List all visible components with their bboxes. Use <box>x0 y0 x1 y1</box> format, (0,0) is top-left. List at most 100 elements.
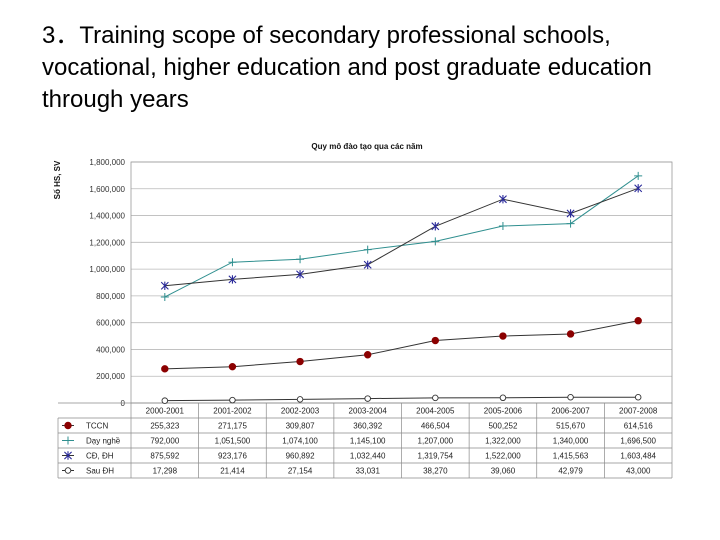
y-tick-label: 800,000 <box>96 292 125 301</box>
data-point <box>64 436 72 445</box>
data-point <box>296 270 305 279</box>
table-cell: 1,145,100 <box>350 437 386 446</box>
table-cell: 42,979 <box>558 467 583 476</box>
data-point <box>567 393 574 401</box>
series-line <box>164 187 639 287</box>
data-point <box>296 396 304 403</box>
table-cell: 1,322,000 <box>485 437 521 446</box>
data-point <box>499 394 507 402</box>
y-tick-label: 0 <box>121 399 126 408</box>
table-cell: 1,032,440 <box>350 452 386 461</box>
data-point <box>566 219 575 228</box>
table-cell: 500,252 <box>488 422 517 431</box>
table-cell: 515,670 <box>556 422 585 431</box>
series-1 <box>160 171 643 301</box>
table-cell: 27,154 <box>288 467 313 476</box>
series-line <box>164 396 639 402</box>
table-cell: 17,298 <box>153 467 178 476</box>
y-tick-label: 1,800,000 <box>89 158 125 167</box>
legend-label: CĐ, ĐH <box>86 452 114 461</box>
data-point <box>634 393 642 401</box>
y-tick-label: 1,400,000 <box>89 212 125 221</box>
data-point <box>566 330 575 338</box>
data-point <box>228 362 237 371</box>
data-point <box>498 221 507 230</box>
data-point <box>363 245 372 254</box>
series-line <box>164 320 639 370</box>
y-tick-label: 400,000 <box>96 345 125 354</box>
data-point <box>161 365 169 373</box>
legend-label: Sau ĐH <box>86 467 114 476</box>
table-cell: 1,603,484 <box>620 452 656 461</box>
data-table: 2000-2001 2001-2002 2002-2003 2003-2004 2004… <box>57 402 673 479</box>
data-point <box>566 209 575 218</box>
category-label: 2003-2004 <box>349 407 388 416</box>
legend-label: TCCN <box>86 422 108 431</box>
table-cell: 923,176 <box>218 452 247 461</box>
series-lines <box>160 171 643 404</box>
table-cell: 1,340,000 <box>553 437 589 446</box>
y-tick-label: 200,000 <box>96 372 125 381</box>
y-tick-label: 1,600,000 <box>89 185 125 194</box>
category-label: 2000-2001 <box>146 407 185 416</box>
category-label: 2007-2008 <box>619 407 658 416</box>
table-cell: 875,592 <box>150 452 179 461</box>
data-point <box>634 317 642 325</box>
table-cell: 271,175 <box>218 422 247 431</box>
data-point <box>161 397 169 404</box>
data-point <box>363 260 372 269</box>
data-point <box>364 395 371 402</box>
data-point <box>431 336 440 345</box>
category-label: 2001-2002 <box>213 407 252 416</box>
series-2 <box>160 184 643 290</box>
table-cell: 960,892 <box>286 452 315 461</box>
table-cell: 1,319,754 <box>418 452 454 461</box>
data-point <box>634 184 643 193</box>
data-point <box>432 394 439 402</box>
table-cell: 466,504 <box>421 422 450 431</box>
data-point <box>363 351 372 359</box>
data-point <box>498 195 507 204</box>
data-point <box>228 258 237 267</box>
table-cell: 43,000 <box>626 467 651 476</box>
data-point <box>431 237 440 246</box>
data-point <box>64 421 72 430</box>
table-cell: 21,414 <box>220 467 245 476</box>
data-point <box>296 255 305 264</box>
data-point <box>228 275 237 284</box>
data-point <box>64 451 72 460</box>
data-point <box>160 281 169 290</box>
category-label: 2004-2005 <box>416 407 455 416</box>
data-point <box>431 222 440 231</box>
table-cell: 309,807 <box>286 422 315 431</box>
table-cell: 1,051,500 <box>215 437 251 446</box>
data-point <box>296 357 304 366</box>
slide-title: 3．Training scope of secondary profession… <box>42 22 652 113</box>
grid-lines <box>130 161 673 404</box>
chart-title: Quy mô đào tạo qua các năm <box>311 142 422 151</box>
table-cell: 614,516 <box>624 422 653 431</box>
category-label: 2005-2006 <box>484 407 523 416</box>
table-cell: 1,696,500 <box>620 437 656 446</box>
table-cell: 1,074,100 <box>282 437 318 446</box>
legend-label: Dạy nghề <box>86 437 121 446</box>
series-0 <box>161 317 642 373</box>
table-cell: 1,522,000 <box>485 452 521 461</box>
data-point <box>499 332 507 340</box>
data-point <box>64 467 72 474</box>
data-point <box>229 396 236 404</box>
table-cell: 255,323 <box>150 422 179 431</box>
series-3 <box>161 393 642 404</box>
table-cell: 1,207,000 <box>418 437 454 446</box>
y-tick-label: 1,200,000 <box>89 238 125 247</box>
y-tick-label: 1,000,000 <box>89 265 125 274</box>
y-tick-labels: 0 200,000 400,000 600,000 800,000 1,000,000 1,… <box>89 158 125 408</box>
category-label: 2002-2003 <box>281 407 320 416</box>
data-point <box>634 171 643 180</box>
table-cell: 38,270 <box>423 467 448 476</box>
table-cell: 33,031 <box>355 467 380 476</box>
y-tick-label: 600,000 <box>96 319 125 328</box>
table-cell: 792,000 <box>150 437 179 446</box>
table-cell: 360,392 <box>353 422 382 431</box>
